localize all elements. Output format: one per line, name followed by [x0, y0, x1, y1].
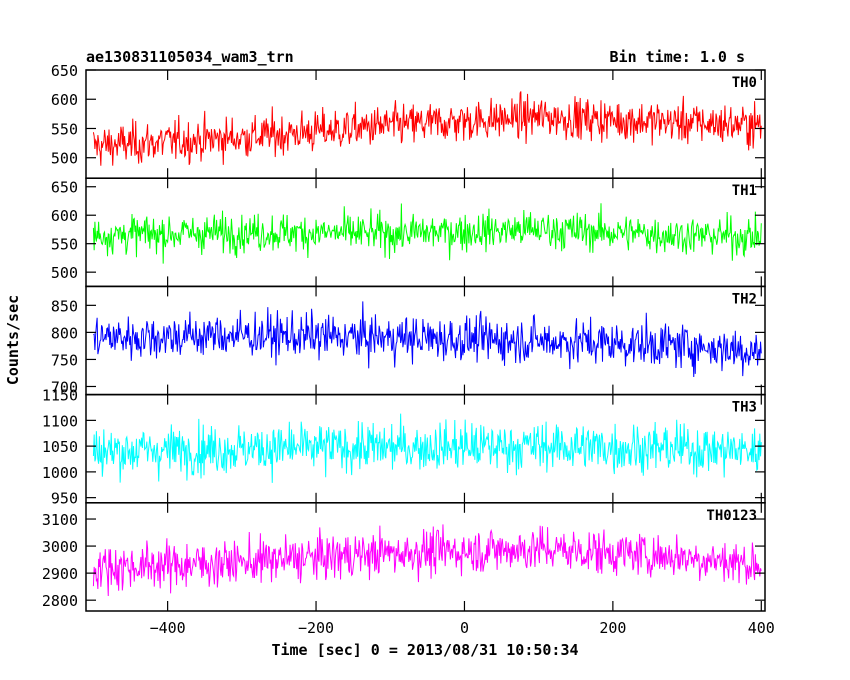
y-tick-label: 3000 — [42, 538, 78, 556]
bin-time-label: Bin time: 1.0 s — [610, 48, 745, 66]
x-tick-label: 0 — [460, 619, 469, 637]
y-tick-label: 950 — [51, 490, 78, 508]
y-tick-label: 3100 — [42, 511, 78, 529]
y-tick-label: 500 — [51, 264, 78, 282]
y-tick-label: 1100 — [42, 412, 78, 430]
y-tick-label: 2900 — [42, 565, 78, 583]
y-tick-label: 650 — [51, 179, 78, 197]
y-axis-label: Counts/sec — [4, 295, 22, 385]
series-name-th0: TH0 — [732, 75, 757, 91]
series-line-th0 — [92, 91, 762, 166]
panels-group: 500 550 600 650 TH0 500 550 600 650 TH1 700 750 800 8… — [42, 62, 775, 637]
y-tick-label: 550 — [51, 120, 78, 138]
x-tick-label: 400 — [748, 619, 775, 637]
x-axis-label: Time [sec] 0 = 2013/08/31 10:50:34 — [271, 641, 578, 659]
y-tick-label: 2800 — [42, 592, 78, 610]
series-name-th2: TH2 — [732, 291, 757, 307]
y-tick-label: 800 — [51, 324, 78, 342]
series-line-th1 — [92, 203, 762, 264]
chart-title: ae130831105034_wam3_trn — [86, 48, 294, 66]
series-line-th3 — [92, 413, 762, 483]
y-tick-label: 1150 — [42, 387, 78, 405]
y-tick-label: 1000 — [42, 464, 78, 482]
x-tick-label: −200 — [298, 619, 334, 637]
y-tick-label: 550 — [51, 236, 78, 254]
panel-th3: 950 1000 1050 1100 1150 TH3 — [42, 387, 766, 508]
y-tick-label: 1050 — [42, 438, 78, 456]
y-tick-label: 700 — [51, 378, 78, 396]
y-tick-label: 850 — [51, 297, 78, 315]
panel-th1: 500 550 600 650 TH1 — [51, 177, 766, 288]
panel-frame — [85, 502, 766, 612]
x-tick-label: 200 — [599, 619, 626, 637]
panel-th0123: 2800 2900 3000 3100 TH0123 — [42, 502, 766, 612]
x-tick-label: −400 — [150, 619, 186, 637]
y-tick-label: 650 — [51, 62, 78, 80]
panel-th2: 700 750 800 850 TH2 — [51, 285, 766, 396]
series-name-th1: TH1 — [732, 183, 757, 199]
y-tick-label: 600 — [51, 91, 78, 109]
panel-th0: 500 550 600 650 TH0 — [51, 62, 766, 179]
y-tick-label: 600 — [51, 207, 78, 225]
y-tick-label: 500 — [51, 150, 78, 168]
series-line-th2 — [93, 301, 762, 378]
series-line-th0123 — [92, 524, 762, 596]
series-name-th0123: TH0123 — [706, 508, 757, 524]
series-name-th3: TH3 — [732, 400, 757, 416]
y-tick-label: 750 — [51, 351, 78, 369]
